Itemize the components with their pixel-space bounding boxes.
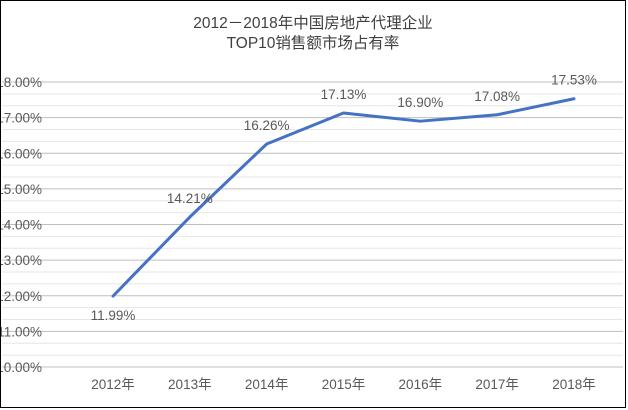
svg-text:16.26%: 16.26% bbox=[244, 118, 290, 133]
svg-text:14.00%: 14.00% bbox=[1, 218, 42, 233]
svg-text:16.90%: 16.90% bbox=[397, 95, 443, 110]
svg-text:17.53%: 17.53% bbox=[551, 73, 597, 88]
svg-text:16.00%: 16.00% bbox=[1, 146, 42, 161]
svg-text:13.00%: 13.00% bbox=[1, 253, 42, 268]
svg-text:2014年: 2014年 bbox=[245, 377, 289, 392]
svg-text:2018年: 2018年 bbox=[552, 377, 596, 392]
svg-text:2017年: 2017年 bbox=[475, 377, 519, 392]
svg-text:11.99%: 11.99% bbox=[91, 308, 136, 323]
svg-text:11.00%: 11.00% bbox=[1, 324, 42, 339]
svg-text:10.00%: 10.00% bbox=[1, 360, 42, 375]
svg-text:17.00%: 17.00% bbox=[1, 111, 42, 126]
svg-text:2016年: 2016年 bbox=[399, 377, 443, 392]
svg-text:17.13%: 17.13% bbox=[321, 87, 367, 102]
svg-text:12.00%: 12.00% bbox=[1, 289, 42, 304]
svg-text:15.00%: 15.00% bbox=[1, 182, 42, 197]
svg-text:2015年: 2015年 bbox=[322, 377, 366, 392]
svg-text:17.08%: 17.08% bbox=[474, 89, 520, 104]
svg-text:2013年: 2013年 bbox=[168, 377, 212, 392]
svg-text:2012年: 2012年 bbox=[91, 377, 135, 392]
svg-text:14.21%: 14.21% bbox=[167, 191, 213, 206]
svg-text:18.00%: 18.00% bbox=[1, 75, 42, 90]
